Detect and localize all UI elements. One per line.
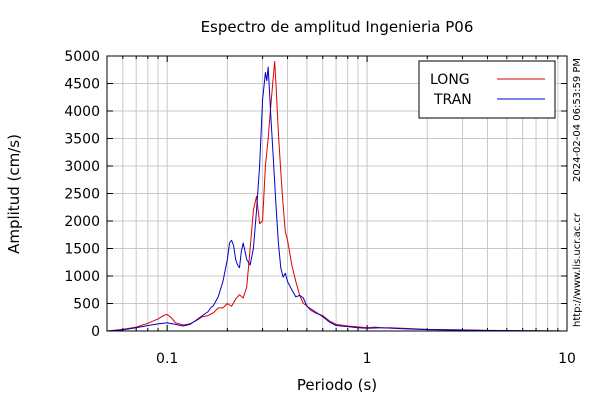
x-tick-label: 1 xyxy=(363,351,372,367)
y-tick-label: 3000 xyxy=(64,159,100,175)
axis-ticks xyxy=(106,55,568,332)
y-tick-label: 5000 xyxy=(64,49,100,65)
legend-box xyxy=(418,60,556,119)
series-line-tran xyxy=(106,66,568,332)
timestamp-label: 2024-02-04 06:53:59 PM xyxy=(572,58,583,182)
y-tick-label: 1500 xyxy=(64,242,100,258)
y-tick-label: 2500 xyxy=(64,187,100,203)
y-tick-label: 2000 xyxy=(64,214,100,230)
legend: LONG TRAN xyxy=(418,60,556,119)
y-tick-label: 1000 xyxy=(64,269,100,285)
x-axis-label: Periodo (s) xyxy=(297,376,377,394)
y-tick-label: 500 xyxy=(73,297,100,313)
series-layer xyxy=(106,61,568,332)
y-tick-label: 4500 xyxy=(64,77,100,93)
y-tick-label: 3500 xyxy=(64,132,100,148)
x-tick-label: 0.1 xyxy=(156,351,178,367)
legend-label-tran: TRAN xyxy=(433,92,472,108)
source-url-label: http://www.lis.ucr.ac.cr xyxy=(572,212,583,327)
y-tick-label: 0 xyxy=(91,324,100,340)
tick-labels: 0 500 1000 1500 2000 2500 3000 3500 4000 4500 5000… xyxy=(64,49,576,367)
y-axis-label: Amplitud (cm/s) xyxy=(5,134,23,254)
x-tick-label: 10 xyxy=(558,351,576,367)
chart-title: Espectro de amplitud Ingenieria P06 xyxy=(201,18,474,36)
y-tick-label: 4000 xyxy=(64,104,100,120)
legend-label-long: LONG xyxy=(430,72,470,88)
